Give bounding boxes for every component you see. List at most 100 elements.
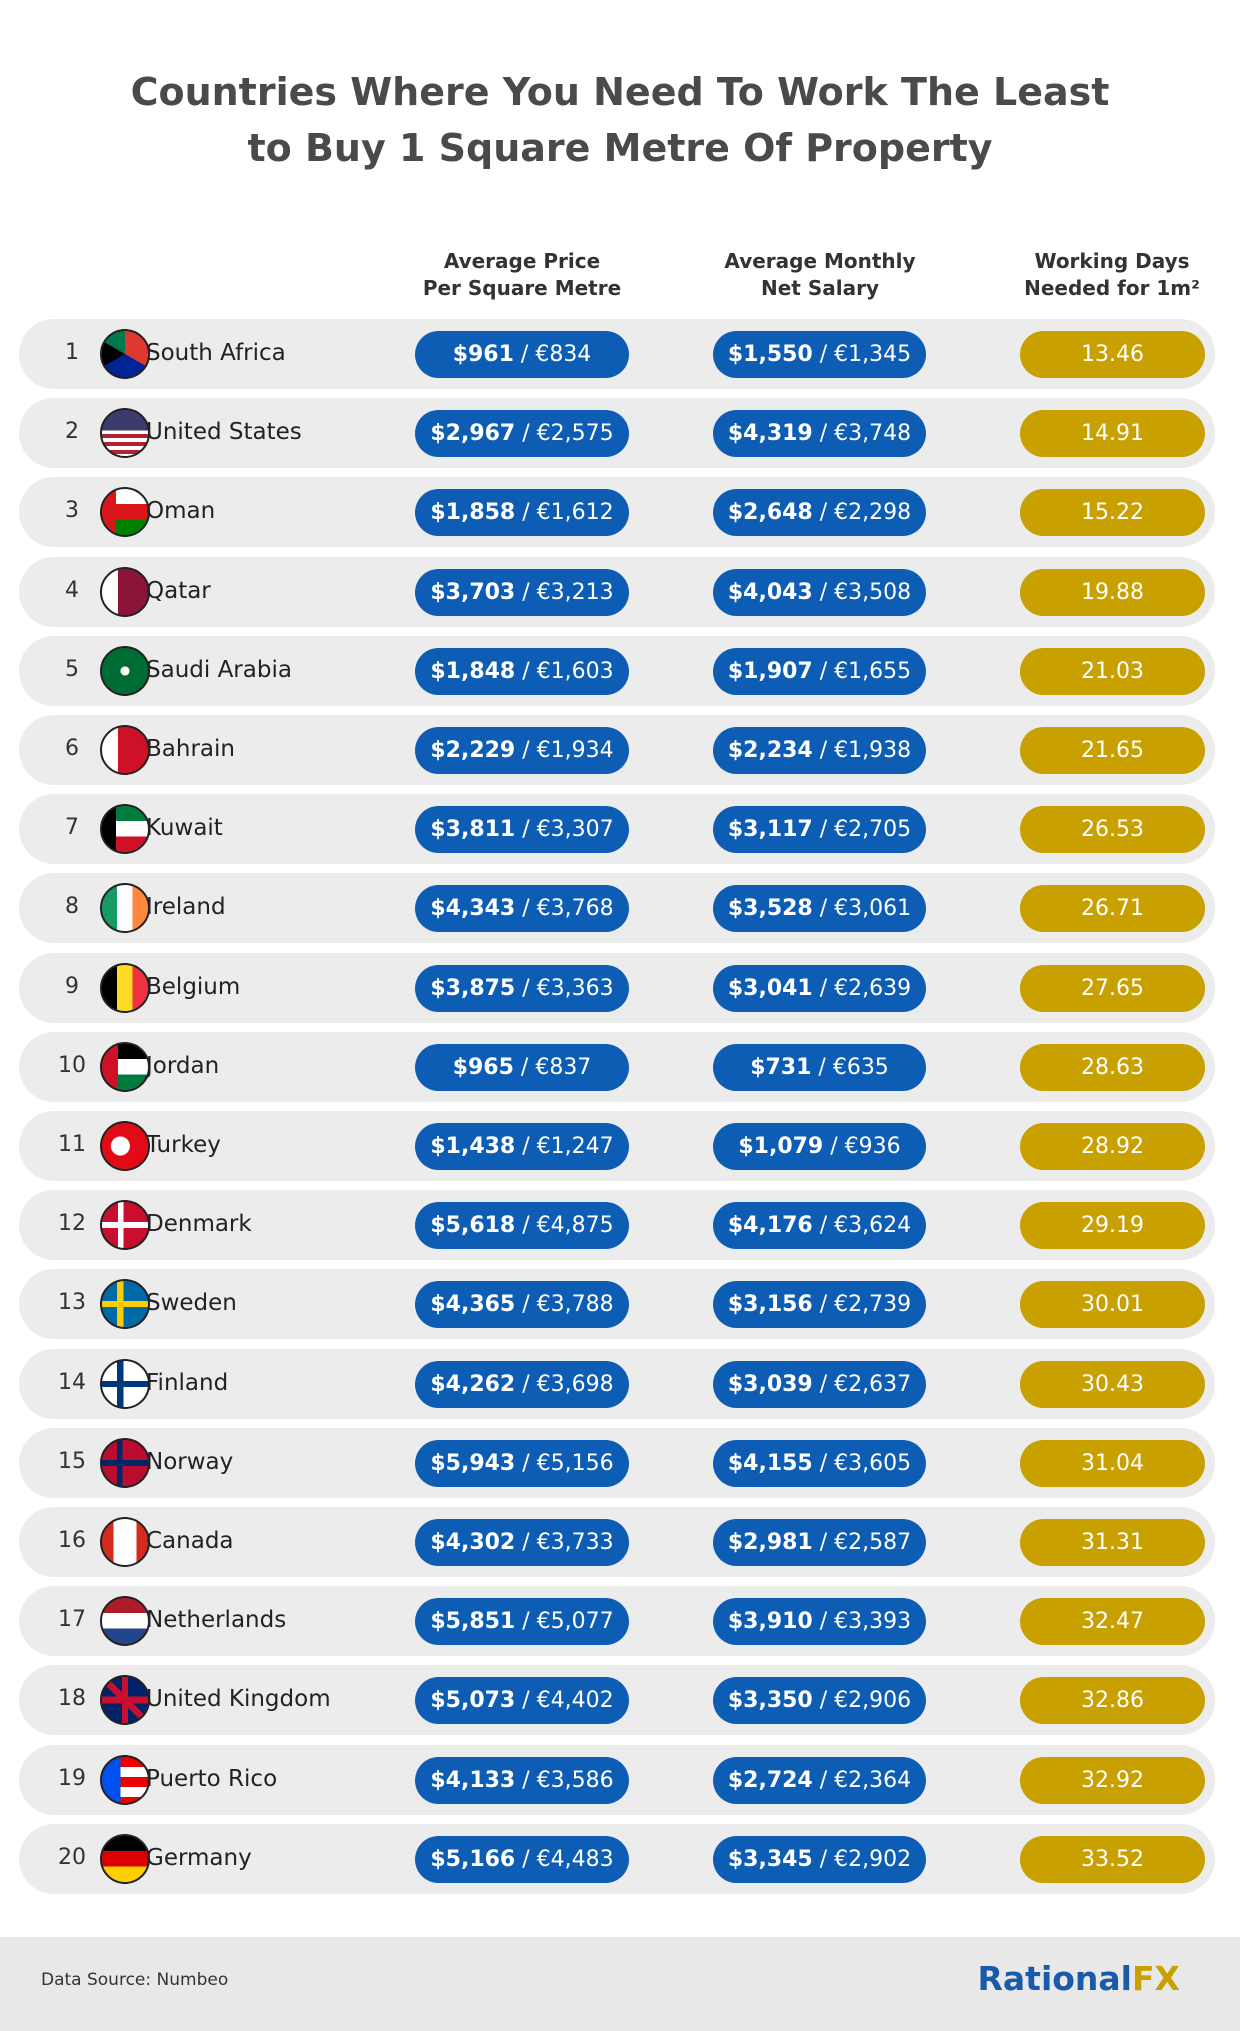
table-row: 15 Norway $5,943 / €5,156 $4,155 / €3,605 31… — [19, 1427, 1215, 1498]
rank: 15 — [58, 1448, 86, 1474]
days-cell: 28.92 — [1020, 1123, 1205, 1170]
days-cell: 30.01 — [1020, 1281, 1205, 1329]
flag-icon — [100, 408, 150, 459]
country: Denmark — [146, 1211, 252, 1238]
title-line: Countries Where You Need To Work The Lea… — [130, 70, 1110, 114]
header-line: Needed for 1m² — [1024, 276, 1200, 300]
salary-cell: $1,907 / €1,655 — [713, 647, 926, 695]
price-cell: $1,438 / €1,247 — [415, 1123, 629, 1170]
logo: RationalFX — [977, 1959, 1180, 1998]
rank: 18 — [58, 1686, 86, 1712]
table-row: 8 Ireland $4,343 / €3,768 $3,528 / €3,061 26… — [19, 873, 1215, 944]
table-row: 16 Canada $4,302 / €3,733 $2,981 / €2,587 31… — [19, 1507, 1215, 1577]
salary-cell: $2,648 / €2,298 — [713, 489, 926, 537]
rank: 13 — [58, 1290, 86, 1316]
price-cell: $4,302 / €3,733 — [415, 1519, 629, 1566]
table-row: 10 Jordan $965 / €837 $731 / €635 28.63 — [19, 1031, 1215, 1102]
rank: 5 — [65, 656, 79, 682]
rank: 20 — [58, 1844, 86, 1870]
days-cell: 19.88 — [1020, 568, 1205, 616]
country: Finland — [146, 1369, 229, 1396]
country: Netherlands — [146, 1607, 287, 1634]
salary-cell: $1,550 / €1,345 — [713, 331, 926, 378]
days-cell: 33.52 — [1020, 1835, 1205, 1883]
rank: 10 — [58, 1052, 86, 1078]
country: Belgium — [146, 973, 241, 1000]
price-cell: $3,875 / €3,363 — [415, 964, 629, 1012]
rank: 11 — [58, 1132, 86, 1157]
flag-icon — [100, 487, 150, 538]
rank: 14 — [58, 1369, 86, 1395]
country: Norway — [146, 1448, 234, 1475]
country: Germany — [146, 1844, 252, 1871]
flag-icon — [100, 1200, 150, 1251]
price-cell: $1,848 / €1,603 — [415, 647, 629, 695]
logo-part: Rational — [977, 1959, 1132, 1998]
table-row: 11 Turkey $1,438 / €1,247 $1,079 / €936 28.9… — [19, 1111, 1215, 1181]
price-cell: $5,166 / €4,483 — [415, 1835, 629, 1883]
header-line: Net Salary — [761, 276, 879, 300]
footer: Data Source: Numbeo RationalFX — [0, 1937, 1240, 2031]
price-cell: $5,618 / €4,875 — [415, 1202, 629, 1250]
table-row: 20 Germany $5,166 / €4,483 $3,345 / €2,902 3… — [19, 1823, 1215, 1894]
salary-cell: $3,350 / €2,906 — [713, 1677, 926, 1725]
country: Qatar — [146, 577, 211, 604]
flag-icon — [100, 1833, 150, 1884]
days-cell: 27.65 — [1020, 964, 1205, 1012]
rank: 6 — [65, 736, 79, 761]
flag-icon — [100, 1517, 150, 1567]
days-cell: 26.71 — [1020, 885, 1205, 933]
price-cell: $4,343 / €3,768 — [415, 885, 629, 933]
flag-icon — [100, 1041, 150, 1092]
salary-cell: $1,079 / €936 — [713, 1123, 926, 1170]
table-row: 14 Finland $4,262 / €3,698 $3,039 / €2,637 3… — [19, 1348, 1215, 1419]
days-cell: 31.04 — [1020, 1439, 1205, 1487]
country: Oman — [146, 498, 216, 525]
country: Turkey — [146, 1132, 221, 1158]
table-row: 17 Netherlands $5,851 / €5,077 $3,910 / €3,… — [19, 1586, 1215, 1657]
salary-cell: $2,981 / €2,587 — [713, 1519, 926, 1566]
salary-cell: $2,234 / €1,938 — [713, 727, 926, 774]
flag-icon — [100, 645, 150, 696]
rank: 8 — [65, 894, 79, 920]
country: Saudi Arabia — [146, 656, 292, 683]
table-row: 18 United Kingdom $5,073 / €4,402 $3,350 / … — [19, 1665, 1215, 1736]
title: Countries Where You Need To Work The Lea… — [0, 64, 1240, 176]
days-cell: 29.19 — [1020, 1202, 1205, 1250]
country: Kuwait — [146, 815, 223, 842]
days-cell: 21.03 — [1020, 647, 1205, 695]
table-row: 7 Kuwait $3,811 / €3,307 $3,117 / €2,705 26.… — [19, 794, 1215, 865]
price-cell: $5,073 / €4,402 — [415, 1677, 629, 1725]
rank: 3 — [65, 498, 79, 524]
salary-cell: $3,345 / €2,902 — [713, 1835, 926, 1883]
days-cell: 26.53 — [1020, 806, 1205, 854]
days-cell: 30.43 — [1020, 1360, 1205, 1408]
flag-icon — [100, 1358, 150, 1409]
salary-cell: $4,043 / €3,508 — [713, 568, 926, 616]
table-row: 12 Denmark $5,618 / €4,875 $4,176 / €3,624 2… — [19, 1190, 1215, 1261]
source: Data Source: Numbeo — [41, 1970, 229, 1990]
title-line: to Buy 1 Square Metre Of Property — [247, 126, 993, 170]
rank: 9 — [65, 973, 79, 999]
salary-cell: $3,156 / €2,739 — [713, 1281, 926, 1329]
salary-cell: $3,039 / €2,637 — [713, 1360, 926, 1408]
salary-cell: $3,528 / €3,061 — [713, 885, 926, 933]
price-cell: $2,967 / €2,575 — [415, 410, 629, 458]
table-row: 4 Qatar $3,703 / €3,213 $4,043 / €3,508 19.8… — [19, 556, 1215, 627]
flag-icon — [100, 1596, 150, 1647]
country: Bahrain — [146, 736, 235, 762]
price-cell: $2,229 / €1,934 — [415, 727, 629, 774]
flag-icon — [100, 725, 150, 775]
days-cell: 32.47 — [1020, 1598, 1205, 1646]
salary-cell: $4,155 / €3,605 — [713, 1439, 926, 1487]
logo-part: FX — [1132, 1959, 1180, 1998]
salary-cell: $4,319 / €3,748 — [713, 410, 926, 458]
price-cell: $4,365 / €3,788 — [415, 1281, 629, 1329]
table-row: 13 Sweden $4,365 / €3,788 $3,156 / €2,739 30… — [19, 1269, 1215, 1340]
days-cell: 31.31 — [1020, 1519, 1205, 1566]
country: United Kingdom — [146, 1686, 331, 1713]
table-row: 9 Belgium $3,875 / €3,363 $3,041 / €2,639 27… — [19, 952, 1215, 1023]
column-header: Average Price Per Square Metre — [392, 248, 652, 302]
salary-cell: $3,910 / €3,393 — [713, 1598, 926, 1646]
